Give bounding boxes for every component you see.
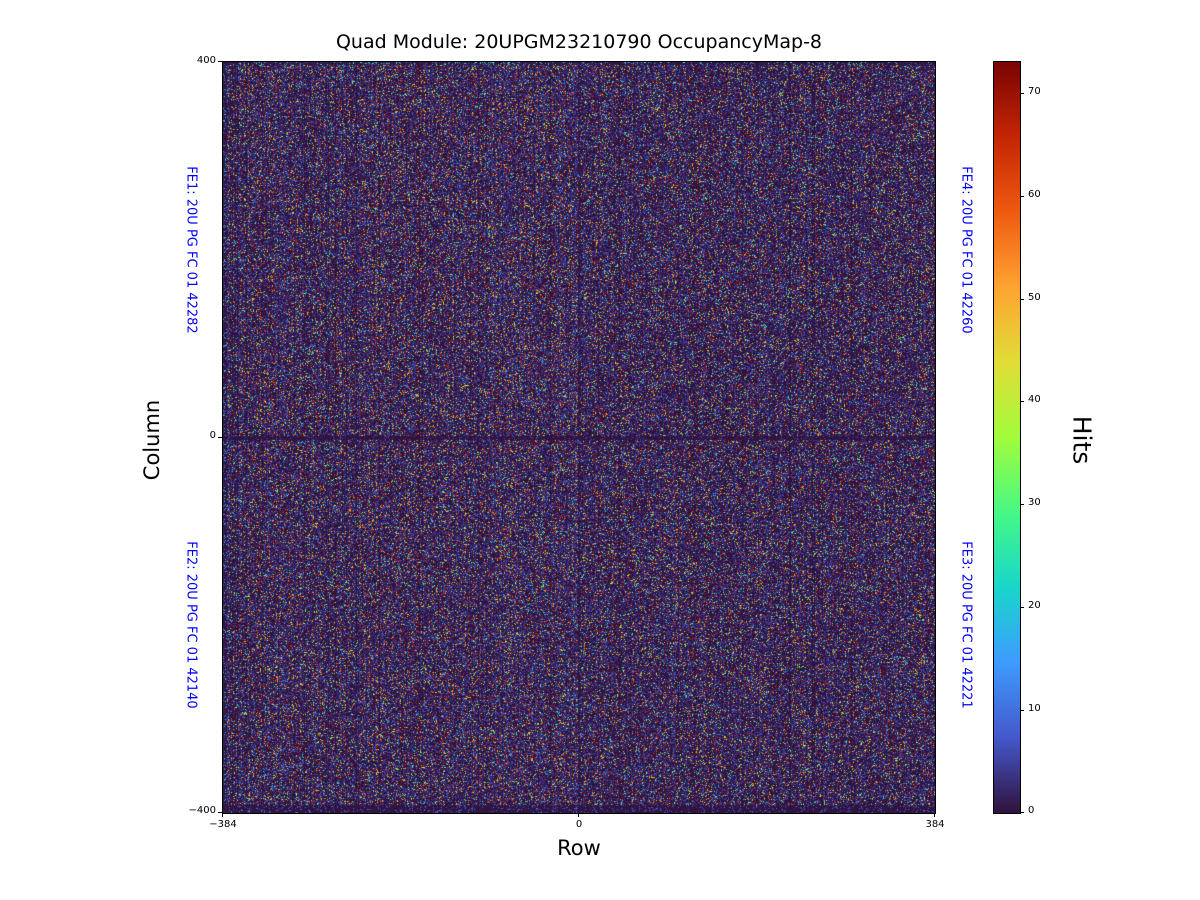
colorbar-tick-mark <box>1020 401 1024 402</box>
colorbar-tick-label: 0 <box>1028 805 1035 816</box>
colorbar-tick-mark <box>1020 504 1024 505</box>
colorbar-tick-label: 40 <box>1028 394 1041 405</box>
x-tick-label: 384 <box>925 819 945 830</box>
x-axis-label: Row <box>557 836 601 860</box>
colorbar-tick-label: 10 <box>1028 703 1041 714</box>
x-tick-mark <box>934 813 935 817</box>
colorbar-tick-mark <box>1020 93 1024 94</box>
fe1-label: FE1: 20U PG FC 01 42282 <box>183 166 199 334</box>
y-axis-label: Column <box>140 399 164 481</box>
fe3-label: FE3: 20U PG FC 01 42221 <box>958 541 974 709</box>
colorbar-tick-mark <box>1020 299 1024 300</box>
colorbar <box>993 61 1021 814</box>
colorbar-label: Hits <box>1067 415 1097 465</box>
colorbar-tick-label: 60 <box>1028 189 1041 200</box>
heatmap-canvas <box>223 62 935 813</box>
colorbar-tick-mark <box>1020 196 1024 197</box>
colorbar-tick-mark <box>1020 710 1024 711</box>
chart-title: Quad Module: 20UPGM23210790 OccupancyMap… <box>335 31 823 53</box>
x-tick-label: −384 <box>209 819 237 830</box>
y-tick-label: 0 <box>209 430 216 441</box>
fe4-label: FE4: 20U PG FC 01 42260 <box>958 166 974 334</box>
y-tick-label: −400 <box>188 805 216 816</box>
colorbar-tick-label: 70 <box>1028 86 1041 97</box>
x-tick-mark <box>578 813 579 817</box>
y-tick-mark <box>218 812 222 813</box>
colorbar-tick-label: 30 <box>1028 497 1041 508</box>
y-tick-mark <box>218 437 222 438</box>
x-tick-mark <box>222 813 223 817</box>
y-tick-label: 400 <box>196 55 216 66</box>
y-tick-mark <box>218 61 222 62</box>
colorbar-tick-mark <box>1020 607 1024 608</box>
colorbar-tick-mark <box>1020 812 1024 813</box>
colorbar-tick-label: 50 <box>1028 292 1041 303</box>
plot-area <box>222 61 936 814</box>
colorbar-tick-label: 20 <box>1028 600 1041 611</box>
fe2-label: FE2: 20U PG FC 01 42140 <box>183 541 199 709</box>
x-tick-label: 0 <box>575 819 583 830</box>
